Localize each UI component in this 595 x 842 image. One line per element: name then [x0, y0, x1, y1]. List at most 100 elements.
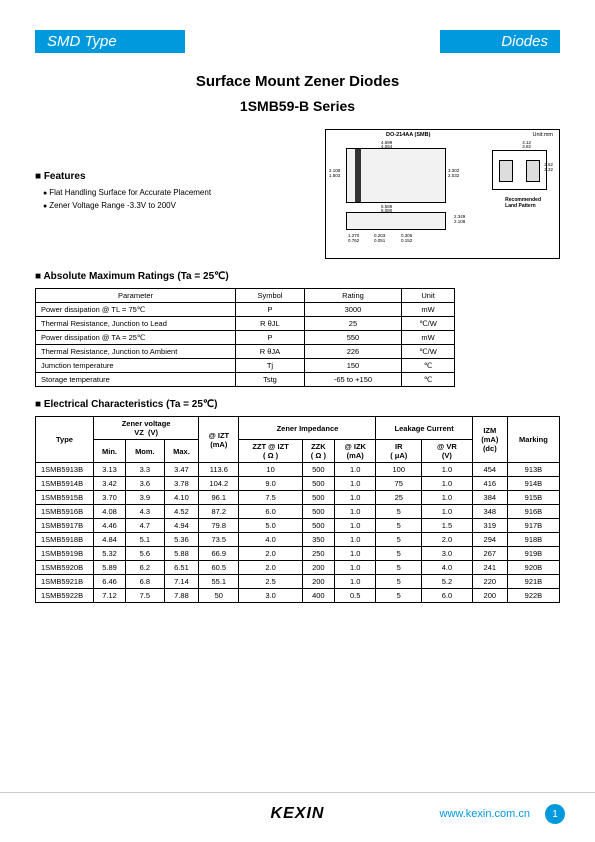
- land-pattern: [492, 150, 547, 190]
- table-cell: 400: [302, 589, 334, 603]
- table-cell: 500: [302, 477, 334, 491]
- table-cell: 5: [376, 547, 422, 561]
- table-cell: 73.5: [199, 533, 239, 547]
- features-diagram-row: Features Flat Handling Surface for Accur…: [35, 129, 560, 259]
- table-cell: 6.0: [422, 589, 473, 603]
- table-cell: 913B: [507, 463, 559, 477]
- table-cell: 50: [199, 589, 239, 603]
- table-cell: 1.0: [335, 519, 376, 533]
- table-cell: 5.6: [126, 547, 165, 561]
- table-cell: 6.51: [164, 561, 198, 575]
- table-cell: 1.0: [335, 547, 376, 561]
- table-cell: 500: [302, 491, 334, 505]
- table-cell: 3.6: [126, 477, 165, 491]
- diagram-unit-label: Unit:mm: [533, 132, 553, 138]
- table-cell: 4.7: [126, 519, 165, 533]
- table-cell: 2.5: [239, 575, 302, 589]
- table-row: Power dissipation @ TA = 25℃P550mW: [36, 331, 455, 345]
- table-cell: 2.0: [239, 561, 302, 575]
- table-cell: 3.9: [126, 491, 165, 505]
- table-cell: 7.5: [239, 491, 302, 505]
- table-cell: 454: [472, 463, 507, 477]
- dim-w2: 4.064: [381, 144, 392, 149]
- table-row: 1SMB5922B7.127.57.88503.04000.556.020092…: [36, 589, 560, 603]
- table-cell: 1.0: [335, 463, 376, 477]
- table-cell: 4.0: [239, 533, 302, 547]
- table-cell: 917B: [507, 519, 559, 533]
- table-cell: 5.89: [94, 561, 126, 575]
- package-top-view: [346, 148, 446, 203]
- table-cell: 60.5: [199, 561, 239, 575]
- table-cell: 1SMB5920B: [36, 561, 94, 575]
- table-cell: Tstg: [236, 373, 305, 387]
- table-cell: 4.08: [94, 505, 126, 519]
- elec-subheader-cell: @ VR (V): [422, 440, 473, 463]
- table-cell: 25: [304, 317, 401, 331]
- table-cell: 6.0: [239, 505, 302, 519]
- table-cell: 1SMB5915B: [36, 491, 94, 505]
- table-cell: 319: [472, 519, 507, 533]
- table-row: Storage temperatureTstg-65 to +150℃: [36, 373, 455, 387]
- table-cell: 0.5: [335, 589, 376, 603]
- table-cell: 914B: [507, 477, 559, 491]
- table-cell: 4.52: [164, 505, 198, 519]
- table-cell: 2.0: [239, 547, 302, 561]
- table-cell: P: [236, 331, 305, 345]
- table-cell: 350: [302, 533, 334, 547]
- table-cell: 100: [376, 463, 422, 477]
- table-cell: 550: [304, 331, 401, 345]
- table-cell: Tj: [236, 359, 305, 373]
- col-izt: @ IZT (mA): [199, 417, 239, 463]
- table-cell: 7.5: [126, 589, 165, 603]
- table-cell: 1SMB5921B: [36, 575, 94, 589]
- table-cell: mW: [402, 303, 455, 317]
- table-cell: 55.1: [199, 575, 239, 589]
- table-cell: R θJA: [236, 345, 305, 359]
- table-cell: 1SMB5922B: [36, 589, 94, 603]
- table-row: 1SMB5919B5.325.65.8866.92.02501.053.0267…: [36, 547, 560, 561]
- table-cell: 1SMB5916B: [36, 505, 94, 519]
- elec-subheader-cell: ZZT @ IZT ( Ω ): [239, 440, 302, 463]
- abs-max-heading: Absolute Maximum Ratings (Ta = 25℃): [35, 271, 560, 282]
- table-cell: 241: [472, 561, 507, 575]
- table-cell: 3.3: [126, 463, 165, 477]
- table-cell: mW: [402, 331, 455, 345]
- table-cell: 1.0: [422, 491, 473, 505]
- abs-header-cell: Unit: [402, 289, 455, 303]
- diagram-pkg-label: DO-214AA (SMB): [386, 132, 430, 138]
- table-cell: 113.6: [199, 463, 239, 477]
- table-cell: 3.78: [164, 477, 198, 491]
- table-row: Thermal Resistance, Junction to AmbientR…: [36, 345, 455, 359]
- table-cell: 915B: [507, 491, 559, 505]
- table-cell: 1.0: [335, 561, 376, 575]
- table-cell: 150: [304, 359, 401, 373]
- table-cell: 3000: [304, 303, 401, 317]
- table-cell: 3.70: [94, 491, 126, 505]
- abs-header-cell: Symbol: [236, 289, 305, 303]
- sub-title: 1SMB59-B Series: [35, 98, 560, 114]
- table-cell: 1.0: [422, 463, 473, 477]
- table-cell: 922B: [507, 589, 559, 603]
- dim-f4: 0.051: [374, 238, 385, 243]
- table-row: 1SMB5914B3.423.63.78104.29.05001.0751.04…: [36, 477, 560, 491]
- table-cell: 1.5: [422, 519, 473, 533]
- col-zener-voltage: Zener voltage VZ (V): [94, 417, 199, 440]
- dim-bot2: 5.080: [381, 208, 392, 213]
- package-side-view: [346, 212, 446, 230]
- table-cell: Storage temperature: [36, 373, 236, 387]
- table-cell: 5: [376, 533, 422, 547]
- elec-heading: Electrical Characteristics (Ta = 25℃): [35, 399, 560, 410]
- table-cell: Thermal Resistance, Junction to Ambient: [36, 345, 236, 359]
- table-cell: 1.0: [335, 575, 376, 589]
- table-cell: 348: [472, 505, 507, 519]
- table-cell: 226: [304, 345, 401, 359]
- table-cell: 3.42: [94, 477, 126, 491]
- table-row: 1SMB5917B4.464.74.9479.85.05001.051.5319…: [36, 519, 560, 533]
- table-cell: 3.0: [422, 547, 473, 561]
- table-cell: 1.0: [335, 533, 376, 547]
- table-cell: ℃: [402, 359, 455, 373]
- col-marking: Marking: [507, 417, 559, 463]
- table-cell: 3.47: [164, 463, 198, 477]
- table-cell: 294: [472, 533, 507, 547]
- header-bar: SMD Type Diodes: [35, 30, 560, 53]
